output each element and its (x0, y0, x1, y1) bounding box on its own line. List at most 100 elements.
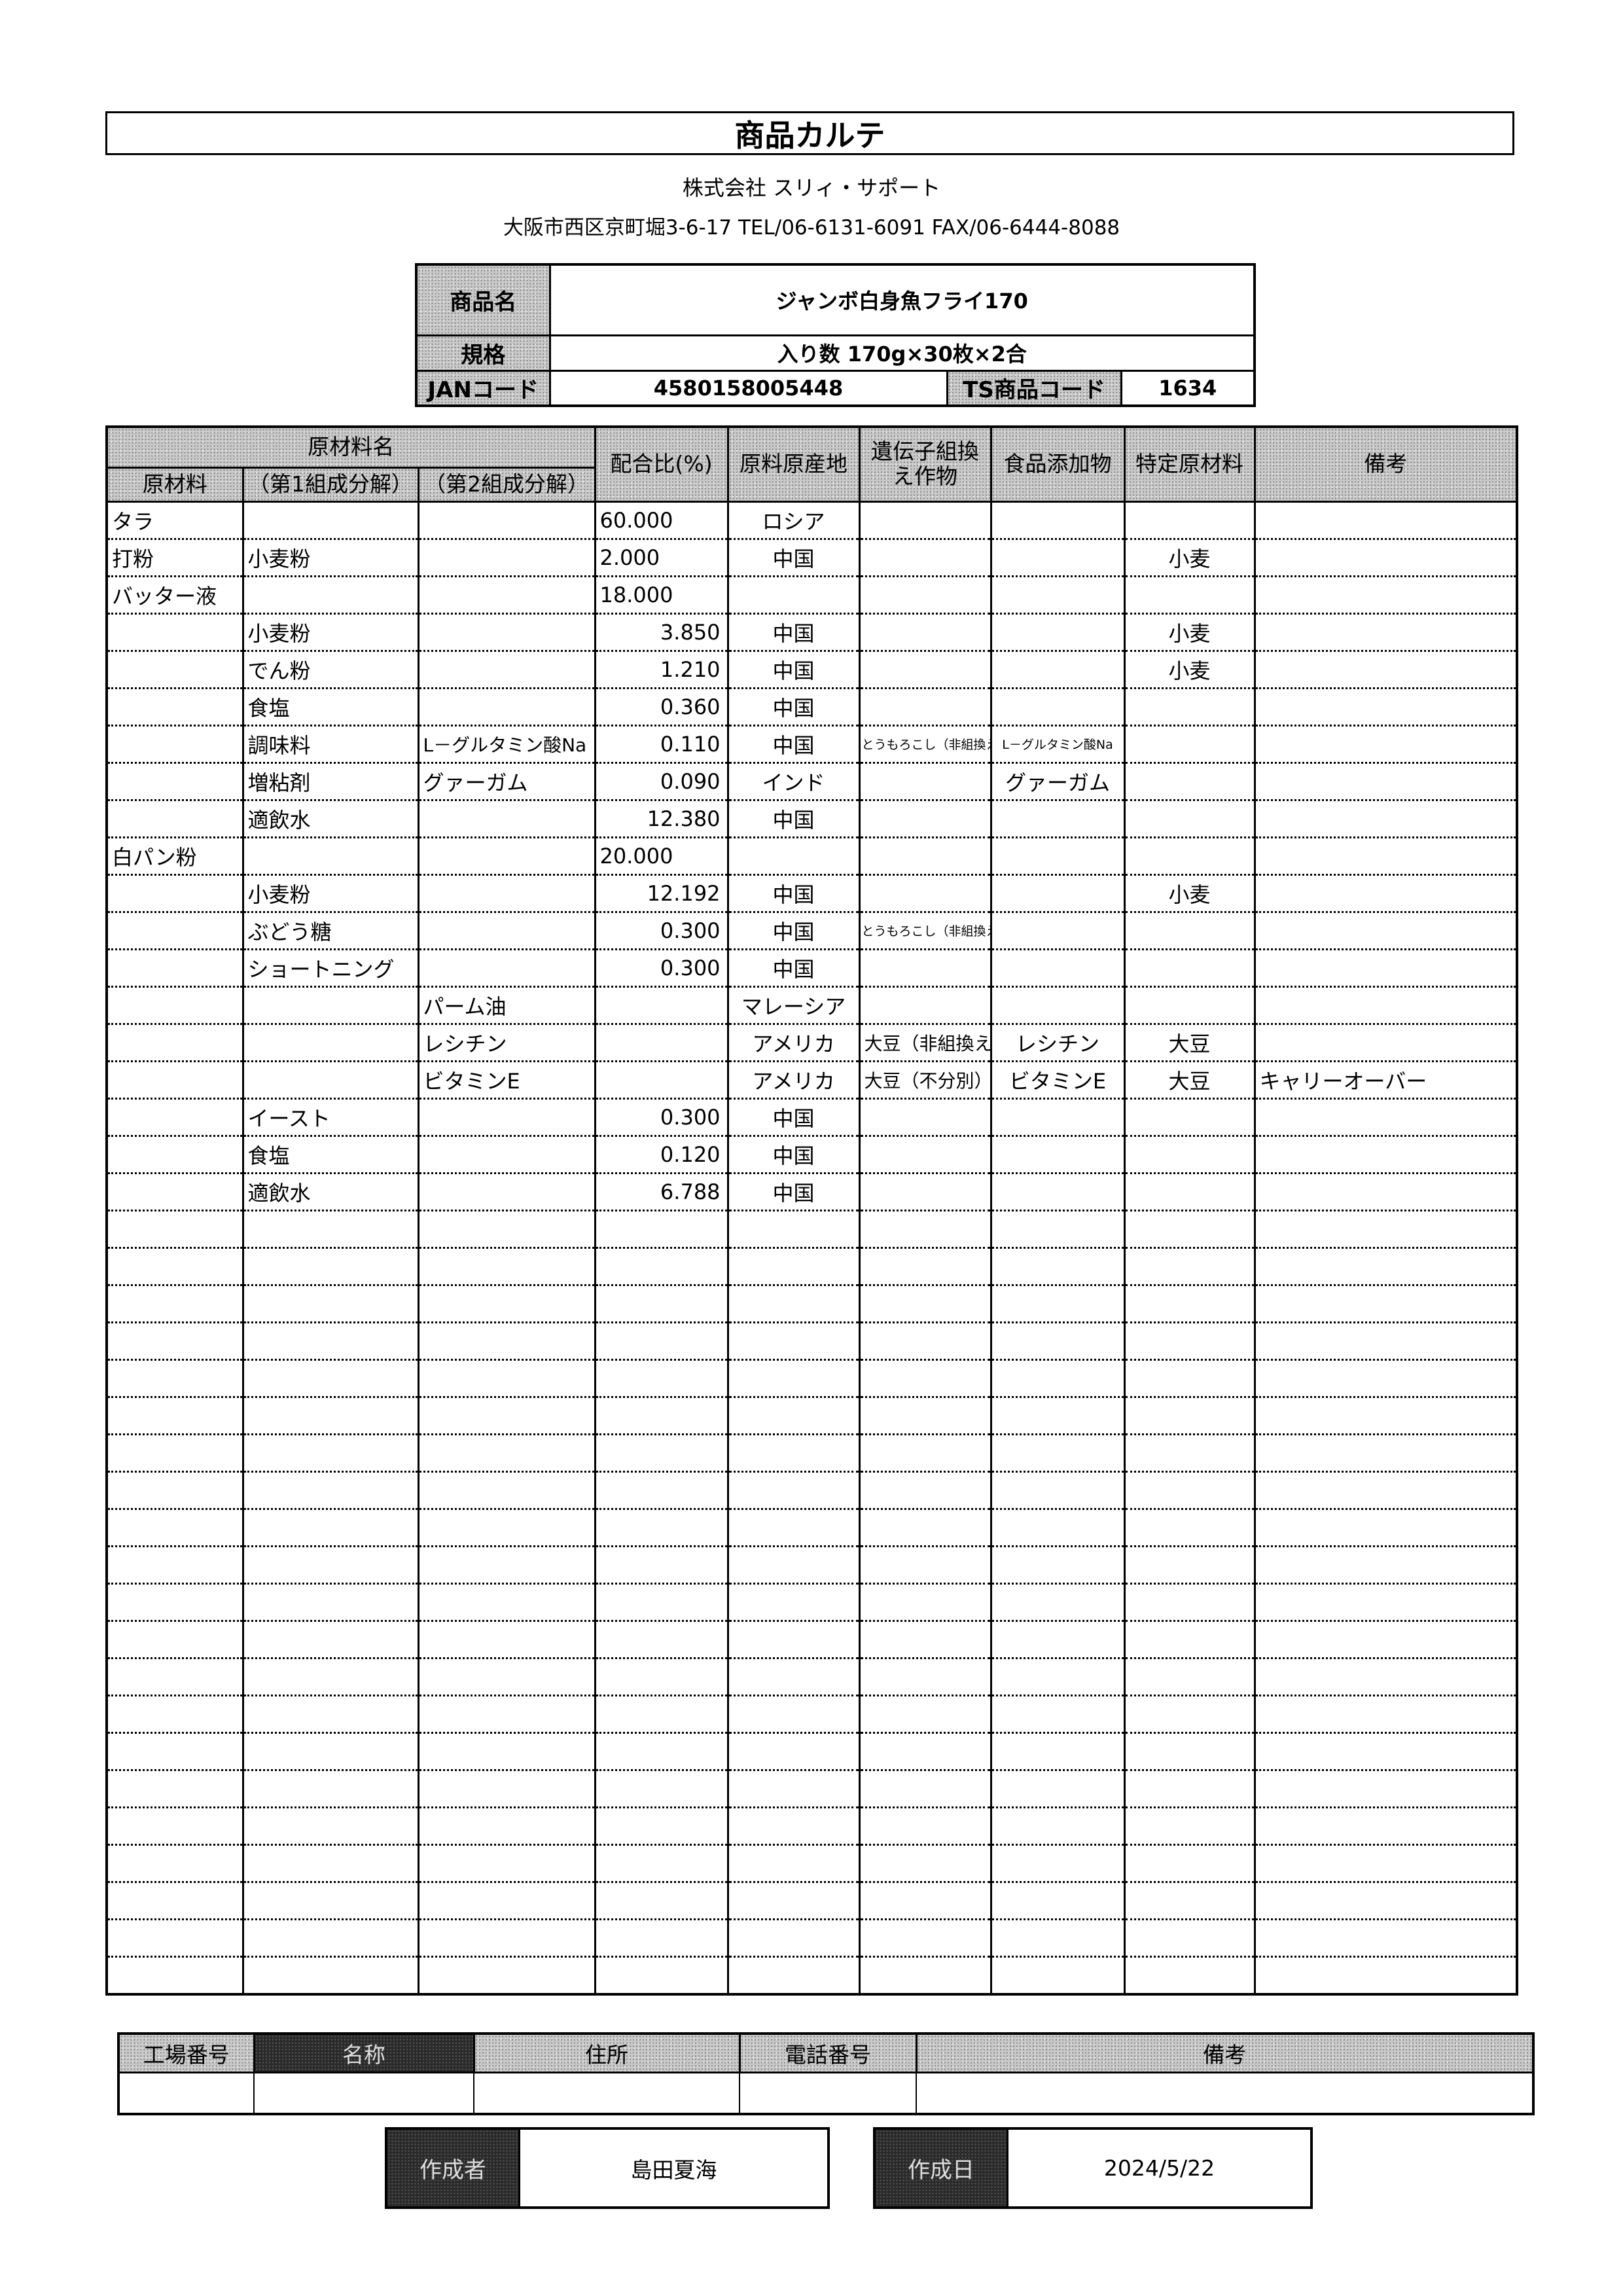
cell-c1 (241, 1210, 419, 1249)
cell-gmo: とうもろこし（非組換え） (858, 912, 992, 950)
cell-raw: バッター液 (105, 576, 244, 615)
cell-ratio: 0.110 (594, 725, 729, 764)
cell-c2 (417, 1770, 596, 1808)
cell-c2 (417, 1807, 596, 1846)
cell-additive (990, 912, 1126, 950)
cell-c1 (241, 1770, 419, 1808)
cell-gmo (858, 1882, 992, 1920)
cell-allergen: 小麦 (1123, 874, 1256, 913)
cell-c1 (241, 1359, 419, 1398)
cell-c2 (417, 501, 596, 540)
cell-note (1253, 651, 1518, 689)
cell-origin: 中国 (726, 800, 861, 838)
cell-origin (726, 1397, 861, 1435)
cell-gmo (858, 576, 992, 615)
cell-ratio (594, 1397, 729, 1435)
cell-raw (105, 1359, 244, 1398)
cell-c1 (241, 837, 419, 876)
cell-additive (990, 1285, 1126, 1323)
cell-c1 (241, 501, 419, 540)
cell-ratio: 20.000 (594, 837, 729, 876)
cell-origin: 中国 (726, 688, 861, 726)
cell-additive (990, 1397, 1126, 1435)
factory-table: 工場番号 名称 住所 電話番号 備考 (117, 2032, 1535, 2115)
cell-raw (105, 1434, 244, 1473)
header-ratio: 配合比(%) (594, 425, 729, 503)
cell-note (1253, 1583, 1518, 1622)
cell-note (1253, 1919, 1518, 1958)
cell-c1: 小麦粉 (241, 539, 419, 577)
cell-raw (105, 1136, 244, 1174)
cell-raw (105, 874, 244, 913)
factory-name-cell (253, 2072, 474, 2115)
cell-ratio (594, 1807, 729, 1846)
cell-gmo: 大豆（非組換え） (858, 1024, 992, 1062)
cell-gmo: とうもろこし（非組換え） (858, 725, 992, 764)
header-factory-note: 備考 (915, 2032, 1535, 2073)
cell-raw (105, 949, 244, 988)
cell-allergen (1123, 576, 1256, 615)
cell-c2 (417, 1434, 596, 1473)
cell-raw (105, 1173, 244, 1211)
cell-raw (105, 1247, 244, 1286)
date-label: 作成日 (876, 2130, 1008, 2206)
cell-allergen (1123, 1583, 1256, 1622)
cell-c1 (241, 1621, 419, 1659)
cell-c2 (417, 1397, 596, 1435)
table-row (105, 1546, 1518, 1585)
cell-ratio: 0.090 (594, 762, 729, 801)
cell-raw (105, 1322, 244, 1361)
header-factory-address: 住所 (473, 2032, 741, 2073)
cell-c2 (417, 1471, 596, 1510)
table-row (105, 1807, 1518, 1846)
cell-c2 (417, 837, 596, 876)
cell-c1: 調味料 (241, 725, 419, 764)
cell-raw (105, 1546, 244, 1585)
cell-ratio (594, 1621, 729, 1659)
cell-allergen (1123, 1807, 1256, 1846)
cell-note (1253, 1546, 1518, 1585)
cell-allergen (1123, 501, 1256, 540)
cell-origin (726, 1882, 861, 1920)
cell-gmo (858, 1322, 992, 1361)
cell-c2 (417, 539, 596, 577)
cell-origin: 中国 (726, 613, 861, 652)
cell-raw (105, 1583, 244, 1622)
cell-gmo (858, 501, 992, 540)
author-label: 作成者 (387, 2130, 520, 2206)
cell-additive (990, 651, 1126, 689)
table-row: ビタミンE アメリカ 大豆（不分別） ビタミンE 大豆 キャリーオーバー (105, 1061, 1518, 1100)
cell-raw (105, 688, 244, 726)
cell-additive (990, 1919, 1126, 1958)
table-row: タラ 60.000 ロシア (105, 501, 1518, 540)
product-name: ジャンボ白身魚フライ170 (548, 263, 1256, 336)
cell-ratio: 12.380 (594, 800, 729, 838)
cell-gmo (858, 874, 992, 913)
cell-c2 (417, 1658, 596, 1696)
cell-note (1253, 1359, 1518, 1398)
cell-ratio (594, 1583, 729, 1622)
cell-origin (726, 1956, 861, 1995)
cell-c2 (417, 1882, 596, 1920)
cell-additive (990, 1583, 1126, 1622)
cell-allergen (1123, 1546, 1256, 1585)
cell-ratio (594, 1322, 729, 1361)
cell-c2: グァーガム (417, 762, 596, 801)
header-gmo: 遺伝子組換え作物 (858, 425, 992, 503)
cell-c1 (241, 1583, 419, 1622)
cell-additive (990, 1359, 1126, 1398)
cell-allergen: 大豆 (1123, 1061, 1256, 1100)
header-component-2: （第2組成分解） (417, 466, 596, 503)
cell-allergen (1123, 949, 1256, 988)
cell-gmo (858, 1210, 992, 1249)
cell-c2 (417, 651, 596, 689)
table-row (105, 1695, 1518, 1734)
cell-note (1253, 1807, 1518, 1846)
cell-origin (726, 1732, 861, 1771)
cell-c1: 小麦粉 (241, 613, 419, 652)
cell-origin: アメリカ (726, 1024, 861, 1062)
cell-raw (105, 1621, 244, 1659)
cell-gmo (858, 1247, 992, 1286)
cell-gmo (858, 651, 992, 689)
cell-c1: 食塩 (241, 1136, 419, 1174)
